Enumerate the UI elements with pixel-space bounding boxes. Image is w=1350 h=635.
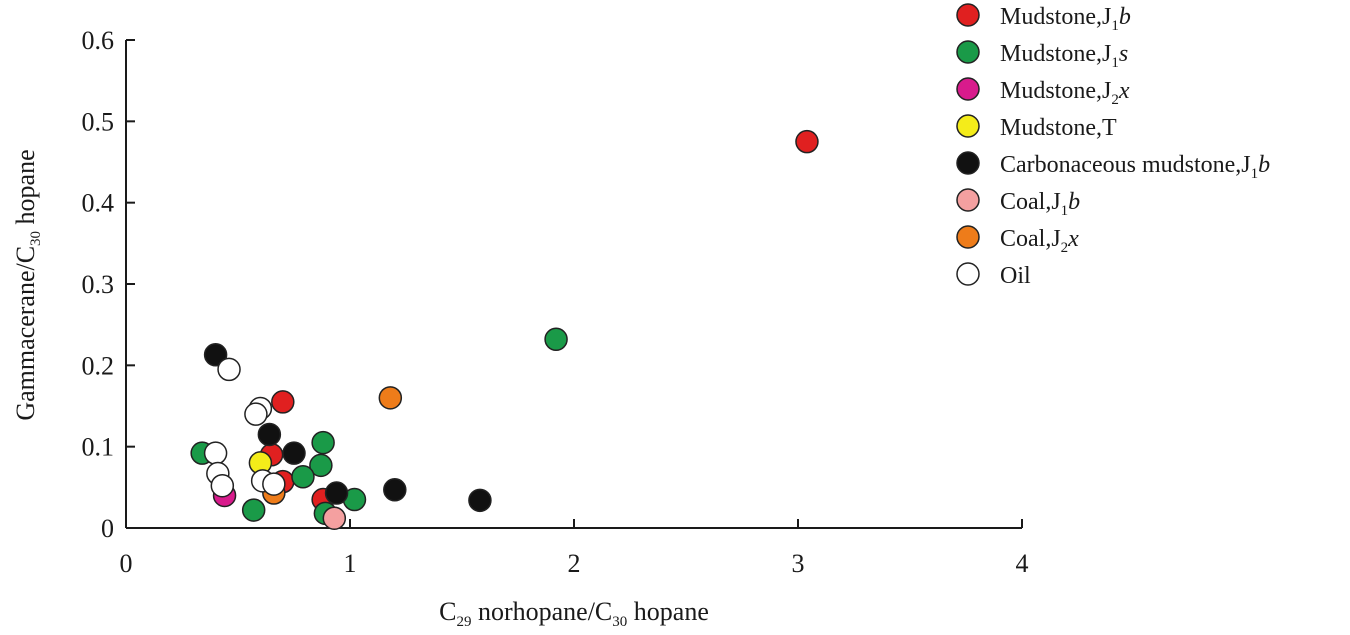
legend-label: Mudstone,J1b	[1000, 4, 1131, 34]
legend-marker	[956, 188, 980, 212]
legend-label: Mudstone,J2x	[1000, 78, 1130, 108]
data-point	[257, 422, 282, 447]
axis-ticks: 0 1 2 3 4 0 0.1 0.2 0.3 0.4 0.5 0.6	[82, 26, 1029, 578]
legend-marker	[956, 40, 980, 64]
data-point	[217, 357, 241, 382]
y-tick-label: 0	[101, 514, 114, 543]
y-axis-label: Gammacerane/C30 hopane	[11, 149, 44, 420]
data-point	[262, 472, 286, 496]
legend-marker	[956, 262, 980, 286]
data-point	[468, 488, 492, 513]
x-tick-label: 0	[120, 549, 133, 578]
y-tick-label: 0.1	[82, 433, 115, 462]
legend-marker	[956, 77, 980, 101]
x-tick-label: 2	[568, 549, 581, 578]
data-point	[203, 441, 228, 465]
x-tick-label: 1	[344, 549, 357, 578]
data-points	[190, 129, 819, 530]
data-point	[203, 343, 228, 367]
data-point	[210, 473, 235, 498]
data-point	[311, 430, 335, 455]
legend-marker	[956, 151, 980, 175]
y-tick-label: 0.6	[82, 26, 115, 55]
data-point	[324, 481, 349, 505]
legend-label: Mudstone,T	[1000, 115, 1117, 141]
x-axis-label: C29 norhopane/C30 hopane	[439, 597, 709, 630]
data-point	[795, 129, 819, 154]
data-point	[241, 498, 266, 522]
legend-label: Coal,J2x	[1000, 226, 1079, 256]
y-tick-label: 0.4	[82, 189, 115, 218]
x-tick-label: 3	[792, 549, 805, 578]
data-point	[271, 390, 295, 414]
data-point	[282, 441, 306, 465]
data-point	[378, 386, 403, 410]
data-point	[544, 327, 568, 352]
y-tick-label: 0.5	[82, 107, 115, 136]
data-point	[291, 465, 315, 489]
legend-marker	[956, 114, 980, 138]
legend: Mudstone,J1b Mudstone,J1s Mudstone,J2x Muds…	[956, 3, 1270, 289]
legend-marker	[956, 3, 980, 27]
legend-label: Coal,J1b	[1000, 189, 1080, 219]
legend-marker	[956, 225, 980, 249]
legend-label: Oil	[1000, 263, 1031, 289]
y-tick-label: 0.2	[82, 351, 115, 380]
legend-label: Carbonaceous mudstone,J1b	[1000, 152, 1270, 182]
data-point	[244, 402, 268, 426]
legend-label: Mudstone,J1s	[1000, 41, 1128, 71]
data-point	[309, 453, 333, 478]
x-tick-label: 4	[1016, 549, 1029, 578]
data-point	[383, 478, 407, 502]
y-tick-label: 0.3	[82, 270, 115, 299]
data-point	[322, 506, 347, 530]
